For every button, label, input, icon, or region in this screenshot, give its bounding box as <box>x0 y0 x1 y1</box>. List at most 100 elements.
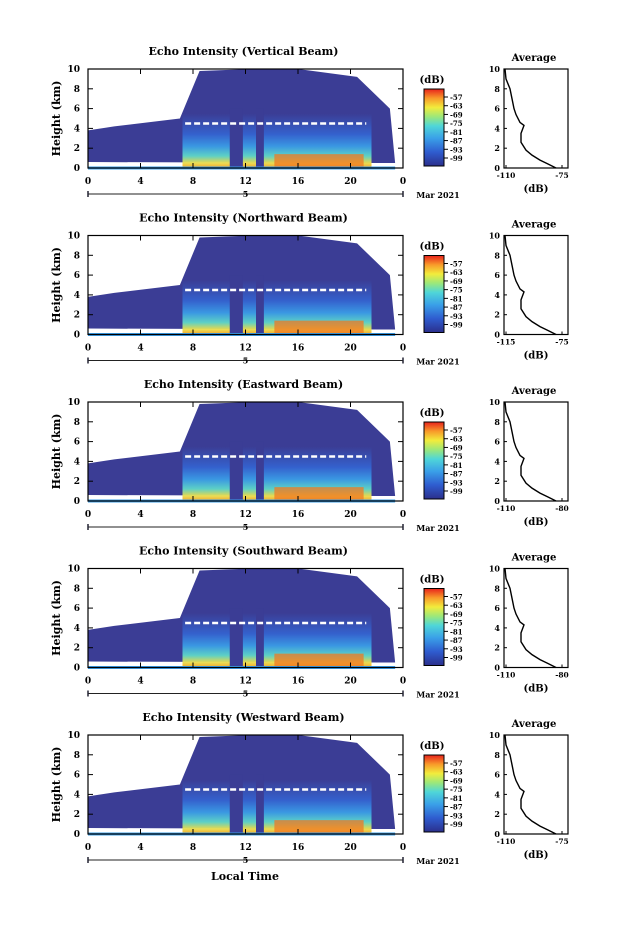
average-y-tick-label: 2 <box>494 310 500 320</box>
average-title: Average <box>511 386 557 397</box>
echo-gap-1 <box>229 108 243 168</box>
y-tick-label: 2 <box>74 311 80 321</box>
y-tick-label: 8 <box>74 85 80 95</box>
average-y-tick-label: 2 <box>494 143 500 153</box>
colorbar <box>423 421 445 500</box>
average-x-tick-label: -110 <box>497 671 516 680</box>
average-frame <box>503 401 569 502</box>
colorbar-tick-label: -99 <box>450 321 463 330</box>
average-y-tick-label: 0 <box>494 163 500 173</box>
average-profile-line <box>504 568 557 669</box>
colorbar <box>423 88 445 167</box>
colorbar-tick-label: -69 <box>450 443 463 452</box>
x-tick-label: 20 <box>344 843 357 853</box>
y-axis-label: Height (km) <box>50 747 63 823</box>
x-tick-label: 12 <box>239 843 252 853</box>
echo-gap-2 <box>256 275 264 335</box>
x-tick-label: 20 <box>344 177 357 187</box>
y-tick-label: 6 <box>74 604 80 614</box>
colorbar-tick-label: -99 <box>450 154 463 163</box>
average-y-tick-label: 8 <box>494 750 500 760</box>
y-tick-label: 6 <box>74 771 80 781</box>
average-xlabel: (dB) <box>524 517 549 528</box>
average-xlabel: (dB) <box>524 351 549 362</box>
date-label: Mar 2021 <box>416 690 459 700</box>
y-tick-label: 2 <box>74 644 80 654</box>
y-tick-label: 6 <box>74 438 80 448</box>
x-tick-label: 0 <box>85 677 91 687</box>
x-tick-label: 20 <box>344 344 357 354</box>
average-y-tick-label: 4 <box>494 623 500 633</box>
x-tick-label: 12 <box>239 510 252 520</box>
colorbar-unit: (dB) <box>420 75 445 86</box>
colorbar-tick-label: -75 <box>450 286 463 295</box>
y-tick-label: 10 <box>67 731 80 741</box>
chart-title: Echo Intensity (Eastward Beam) <box>144 378 343 391</box>
colorbar-unit: (dB) <box>420 741 445 752</box>
average-x-tick-label: -75 <box>555 171 569 180</box>
x-tick-label: 4 <box>137 677 143 687</box>
x-tick-label: 16 <box>292 843 305 853</box>
echo-strong-layer <box>274 154 364 168</box>
day-marker: 5 <box>243 356 249 366</box>
colorbar-tick-label: -81 <box>450 794 463 803</box>
x-tick-label: 4 <box>137 510 143 520</box>
average-xlabel: (dB) <box>524 184 549 195</box>
average-y-tick-label: 10 <box>489 730 501 740</box>
colorbar-tick-label: -93 <box>450 811 463 820</box>
echo-strong-layer <box>274 653 364 668</box>
x-tick-label: 8 <box>190 344 196 354</box>
average-xlabel: (dB) <box>524 684 549 695</box>
colorbar-tick-label: -69 <box>450 110 463 119</box>
x-tick-label: 20 <box>344 677 357 687</box>
chart-panel-3: Echo Intensity (Southward Beam)0 4 8 12 16 20… <box>50 545 569 700</box>
average-profile-line <box>504 68 557 169</box>
echo-gap-2 <box>256 774 264 834</box>
y-tick-label: 0 <box>74 664 80 674</box>
y-tick-label: 4 <box>74 790 80 800</box>
y-tick-label: 10 <box>67 232 80 242</box>
x-tick-label: 8 <box>190 843 196 853</box>
colorbar-tick-label: -87 <box>450 470 463 479</box>
colorbar-tick-label: -57 <box>450 426 463 435</box>
y-tick-label: 0 <box>74 497 80 507</box>
colorbar-tick-label: -93 <box>450 478 463 487</box>
colorbar-tick-label: -63 <box>450 435 463 444</box>
colorbar-tick-label: -81 <box>450 461 463 470</box>
colorbar-tick-label: -99 <box>450 487 463 496</box>
colorbar-tick-label: -75 <box>450 619 463 628</box>
y-tick-label: 0 <box>74 830 80 840</box>
average-y-tick-label: 8 <box>494 583 500 593</box>
average-y-tick-label: 4 <box>494 123 500 133</box>
x-tick-label: 16 <box>292 677 305 687</box>
average-x-tick-label: -75 <box>555 338 569 347</box>
date-label: Mar 2021 <box>416 190 459 200</box>
x-tick-label: 8 <box>190 677 196 687</box>
x-tick-label: 0 <box>85 843 91 853</box>
y-tick-label: 6 <box>74 271 80 281</box>
echo-gap-1 <box>229 441 243 501</box>
average-y-tick-label: 6 <box>494 104 500 114</box>
x-tick-label: 0 <box>400 177 406 187</box>
average-y-tick-label: 2 <box>494 476 500 486</box>
average-title: Average <box>511 553 557 564</box>
chart-title: Echo Intensity (Southward Beam) <box>139 545 348 558</box>
average-title: Average <box>511 220 557 231</box>
average-y-tick-label: 10 <box>489 564 501 574</box>
y-tick-label: 8 <box>74 251 80 261</box>
echo-gap-1 <box>229 608 243 668</box>
colorbar-tick-label: -57 <box>450 593 463 602</box>
colorbar-tick-label: -75 <box>450 119 463 128</box>
y-tick-label: 10 <box>67 565 80 575</box>
colorbar-tick-label: -69 <box>450 776 463 785</box>
x-tick-label: 0 <box>400 344 406 354</box>
average-frame <box>503 567 569 669</box>
date-label: Mar 2021 <box>416 523 459 533</box>
chart-title: Echo Intensity (Vertical Beam) <box>148 45 338 58</box>
x-tick-label: 12 <box>239 677 252 687</box>
average-y-tick-label: 6 <box>494 437 500 447</box>
average-frame <box>503 234 569 336</box>
y-tick-label: 0 <box>74 331 80 341</box>
colorbar-tick-label: -57 <box>450 260 463 269</box>
